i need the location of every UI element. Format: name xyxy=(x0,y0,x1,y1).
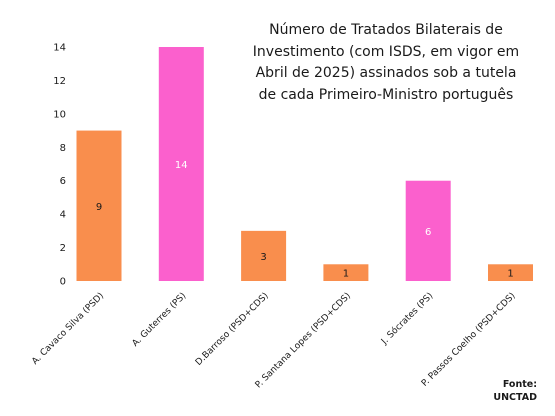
bar-data-label: 14 xyxy=(175,160,188,171)
bar xyxy=(323,264,369,281)
bar-data-label: 6 xyxy=(425,227,431,238)
x-tick-label: P. Santana Lopes (PSD+CDS) xyxy=(254,291,353,390)
x-tick-label: P. Passos Coelho (PSD+CDS) xyxy=(420,291,518,389)
y-tick-label: 10 xyxy=(53,109,66,120)
x-tick-label: A. Guterres (PS) xyxy=(131,291,189,349)
source-label: Fonte: xyxy=(502,379,537,390)
x-tick-label: A. Cavaco Silva (PSD) xyxy=(30,291,106,367)
y-tick-label: 12 xyxy=(53,76,66,87)
x-tick-label: J. Sócrates (PS) xyxy=(378,290,435,347)
bar-data-label: 1 xyxy=(507,269,513,280)
source-note: Fonte: UNCTAD xyxy=(493,378,537,404)
bar-data-label: 1 xyxy=(343,269,349,280)
bar xyxy=(158,47,204,281)
x-tick-label: D.Barroso (PSD+CDS) xyxy=(194,291,271,368)
bar xyxy=(488,264,533,281)
bar xyxy=(405,180,451,281)
y-tick-label: 4 xyxy=(60,210,66,221)
bar-data-label: 9 xyxy=(96,202,102,213)
y-tick-label: 8 xyxy=(60,143,66,154)
bar xyxy=(76,130,122,281)
y-tick-label: 0 xyxy=(60,277,66,288)
chart-title: Número de Tratados Bilaterais de Investi… xyxy=(252,22,520,103)
bar xyxy=(241,230,287,281)
y-tick-label: 2 xyxy=(60,243,66,254)
y-tick-label: 6 xyxy=(60,176,66,187)
y-tick-label: 14 xyxy=(53,43,66,54)
bar-data-label: 3 xyxy=(260,252,266,263)
source-name: UNCTAD xyxy=(493,392,537,403)
